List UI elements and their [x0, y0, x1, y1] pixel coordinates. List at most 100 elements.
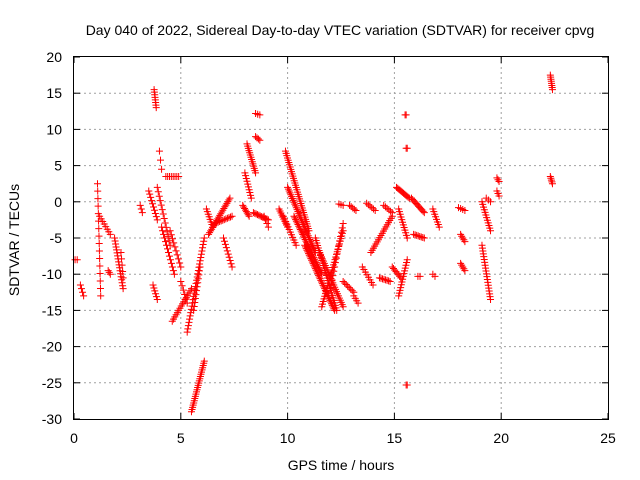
data-point: [311, 263, 319, 271]
data-point: [331, 259, 339, 267]
data-point: [184, 325, 192, 333]
data-point: [200, 237, 208, 245]
y-axis-label: SDTVAR / TECUs: [6, 184, 22, 296]
data-point: [195, 267, 203, 275]
data-point: [160, 215, 168, 223]
data-point: [226, 194, 234, 202]
data-point: [330, 267, 338, 275]
data-point: [169, 267, 177, 275]
data-point: [308, 256, 316, 264]
data-point: [347, 285, 355, 293]
data-point: [291, 214, 299, 222]
data-point: [163, 245, 171, 253]
data-point: [339, 220, 347, 228]
y-tick-label: -10: [42, 266, 62, 282]
data-point: [164, 248, 172, 256]
data-point: [227, 260, 235, 268]
data-point: [222, 244, 230, 252]
data-point: [137, 205, 145, 213]
data-point: [302, 245, 310, 253]
data-point: [191, 295, 199, 303]
data-point: [315, 273, 323, 281]
data-point: [164, 232, 172, 240]
data-point: [76, 281, 84, 289]
data-point: [339, 277, 347, 285]
data-point: [117, 248, 125, 256]
data-point: [159, 210, 167, 218]
data-point: [487, 296, 495, 304]
data-point: [305, 250, 313, 258]
data-point: [461, 206, 469, 214]
y-tick-label: -30: [42, 411, 62, 427]
data-point: [173, 251, 181, 259]
data-point: [548, 178, 556, 186]
data-point: [313, 268, 321, 276]
chart-title: Day 040 of 2022, Sidereal Day-to-day VTE…: [86, 22, 595, 38]
data-point: [411, 231, 419, 239]
data-point: [326, 285, 334, 293]
data-point: [380, 201, 388, 209]
data-point: [307, 255, 315, 263]
data-point: [331, 263, 339, 271]
data-point: [196, 257, 204, 265]
data-point: [79, 288, 87, 296]
data-point: [546, 172, 554, 180]
data-point: [300, 234, 308, 242]
data-point: [318, 280, 326, 288]
data-point: [158, 223, 166, 231]
data-point: [199, 244, 207, 252]
data-point: [345, 284, 353, 292]
data-point: [175, 172, 183, 180]
data-point: [158, 206, 166, 214]
data-point: [334, 246, 342, 254]
data-point: [184, 322, 192, 330]
data-point: [339, 303, 347, 311]
data-point: [225, 196, 233, 204]
data-point: [158, 165, 166, 173]
data-point: [383, 276, 391, 284]
data-point: [150, 206, 158, 214]
data-point: [163, 241, 171, 249]
data-point: [163, 228, 171, 236]
data-point: [118, 276, 126, 284]
data-point: [305, 251, 313, 259]
data-point: [404, 193, 412, 201]
data-point: [73, 256, 81, 264]
data-point: [222, 215, 230, 223]
data-point: [339, 201, 347, 209]
data-point: [153, 216, 161, 224]
data-point: [157, 201, 165, 209]
data-point: [335, 241, 343, 249]
data-point: [256, 136, 264, 144]
data-point: [138, 209, 146, 217]
data-point: [341, 279, 349, 287]
data-point: [119, 282, 127, 290]
y-tick-label: 15: [46, 85, 62, 101]
data-point: [228, 263, 236, 271]
data-point: [200, 234, 208, 242]
data-point: [317, 276, 325, 284]
data-point: [192, 291, 200, 299]
data-point: [332, 254, 340, 262]
data-point: [161, 234, 169, 242]
data-point: [458, 232, 466, 240]
data-point: [94, 187, 102, 195]
data-point: [194, 275, 202, 283]
data-point: [333, 306, 341, 314]
data-point: [494, 176, 502, 184]
data-point: [348, 287, 356, 295]
data-point: [96, 277, 104, 285]
data-point: [377, 274, 385, 282]
data-point: [168, 263, 176, 271]
data-point: [493, 174, 501, 182]
data-point: [153, 296, 161, 304]
data-point: [320, 283, 328, 291]
data-point: [403, 256, 411, 264]
data-point: [220, 216, 228, 224]
data-point: [196, 263, 204, 271]
data-point: [183, 328, 191, 336]
data-point: [382, 276, 390, 284]
data-point: [387, 207, 395, 215]
data-point: [403, 234, 411, 242]
data-point: [225, 253, 233, 261]
